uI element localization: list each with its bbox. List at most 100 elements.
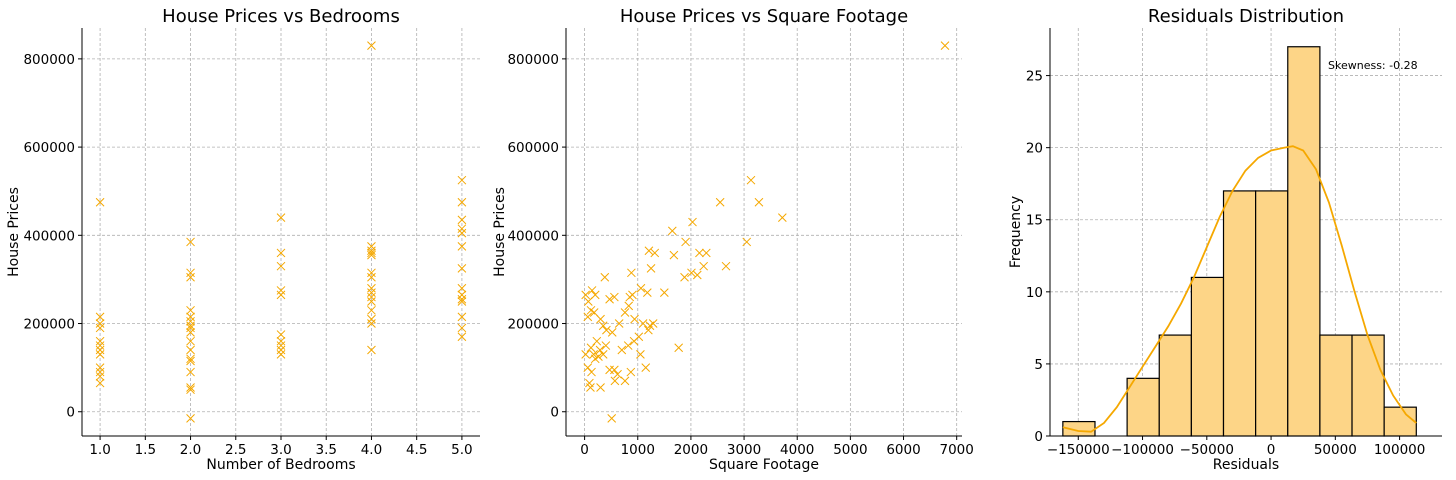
- scatter-point: [95, 323, 105, 333]
- chart-residuals: −150000 −100000 −50000 0 50000 100000 0 5 10 15 20…: [1026, 28, 1442, 458]
- histogram-bar: [1222, 190, 1257, 437]
- scatter-point: [641, 363, 651, 372]
- y-tick-label: 0: [66, 405, 75, 421]
- scatter-point: [614, 319, 624, 328]
- x-tick-label: 6000: [886, 442, 920, 458]
- scatter-point: [367, 314, 376, 324]
- scatter-point: [186, 414, 195, 423]
- scatter-point: [687, 268, 696, 278]
- x-tick-label: 4.0: [361, 442, 382, 458]
- chart-square-footage: 0 1000 2000 3000 4000 5000 6000 7000 0 200000 4000…: [507, 28, 974, 458]
- scatter-point: [186, 316, 195, 326]
- scatter-point: [620, 376, 630, 386]
- scatter-point: [629, 336, 639, 346]
- scatter-point: [95, 341, 105, 350]
- scatter-point: [457, 264, 467, 273]
- scatter-point: [623, 341, 633, 350]
- scatter-point: [276, 330, 286, 339]
- y-tick-label: 0: [550, 405, 559, 421]
- y-tick-label: 200000: [507, 317, 559, 333]
- scatter-point: [644, 325, 653, 335]
- scatter-point: [95, 367, 105, 377]
- y-tick-label: 15: [1026, 213, 1043, 229]
- scatter-point: [276, 345, 286, 355]
- scatter-point: [95, 197, 105, 207]
- y-tick-label: 800000: [507, 52, 559, 68]
- scatter-point: [457, 224, 467, 234]
- scatter-point: [669, 250, 679, 260]
- scatter-point: [659, 288, 669, 298]
- histogram-bar: [1351, 334, 1385, 437]
- histogram-bar: [1126, 377, 1160, 437]
- x-tick-label: −50000: [1180, 442, 1234, 458]
- y-tick-label: 400000: [23, 228, 75, 244]
- scatter-point: [586, 343, 596, 353]
- scatter-point: [95, 319, 105, 328]
- scatter-point: [457, 197, 467, 207]
- x-tick-label: −100000: [1111, 442, 1174, 458]
- scatter-point: [650, 248, 660, 258]
- scatter-point: [601, 341, 611, 350]
- x-tick-label: 1.0: [89, 442, 110, 458]
- scatter-point: [367, 292, 376, 302]
- scatter-point: [367, 250, 376, 260]
- scatter-point: [600, 272, 610, 282]
- scatter-point: [754, 197, 764, 207]
- scatter-point: [610, 365, 619, 375]
- x-tick-label: 3.5: [315, 442, 336, 458]
- scatter-point: [681, 237, 690, 247]
- scatter-point: [607, 414, 617, 423]
- x-tick-label: 2.5: [225, 442, 246, 458]
- y-tick-label: 20: [1026, 141, 1043, 157]
- scatter-point: [186, 385, 195, 395]
- scatter-point: [592, 336, 602, 346]
- scatter-point: [680, 272, 689, 282]
- scatter-point: [367, 288, 376, 298]
- y-axis-label-residuals: Frequency: [1008, 196, 1024, 268]
- scatter-point: [457, 290, 467, 300]
- x-tick-label: 1000: [621, 442, 655, 458]
- scatter-point: [457, 228, 467, 238]
- scatter-point: [95, 345, 105, 355]
- scatter-point: [95, 372, 105, 381]
- chart-bedrooms: 1.0 1.5 2.0 2.5 3.0 3.5 4.0 4.5 5.0 0 200000 400000…: [23, 28, 480, 458]
- scatter-point: [605, 365, 614, 375]
- y-tick-label: 5: [1034, 357, 1043, 373]
- scatter-point: [590, 290, 600, 300]
- scatter-point: [186, 327, 195, 337]
- scatter-point: [457, 332, 467, 342]
- scatter-point: [457, 323, 467, 333]
- x-tick-label: 3.0: [270, 442, 291, 458]
- x-tick-label: 0: [580, 442, 589, 458]
- y-tick-label: 600000: [507, 140, 559, 156]
- scatter-point: [626, 367, 636, 377]
- scatter-point: [590, 354, 600, 364]
- scatter-point: [186, 321, 195, 331]
- scatter-point: [367, 246, 376, 256]
- scatter-point: [667, 226, 677, 236]
- scatter-point: [688, 217, 697, 227]
- scatter-point: [186, 345, 195, 355]
- x-tick-label: 100000: [1374, 442, 1426, 458]
- scatter-point: [367, 345, 376, 355]
- x-tick-label: 2.0: [180, 442, 201, 458]
- scatter-point: [186, 354, 195, 364]
- histogram-bar: [1158, 334, 1192, 437]
- scatter-point: [596, 314, 605, 324]
- scatter-point: [367, 305, 376, 315]
- x-axis-label-square-footage: Square Footage: [709, 457, 819, 473]
- scatter-point: [940, 41, 950, 50]
- y-tick-label: 600000: [23, 140, 75, 156]
- scatter-point: [636, 350, 645, 359]
- scatter-point: [636, 283, 646, 293]
- scatter-point: [276, 336, 286, 346]
- scatter-point: [627, 268, 636, 278]
- x-tick-label: 50000: [1314, 442, 1357, 458]
- scatter-point: [186, 383, 195, 392]
- scatter-point: [644, 246, 654, 256]
- scatter-point: [95, 336, 105, 346]
- scatter-point: [95, 350, 105, 359]
- scatter-point: [367, 319, 376, 328]
- scatter-point: [367, 268, 376, 278]
- scatter-point: [276, 261, 286, 271]
